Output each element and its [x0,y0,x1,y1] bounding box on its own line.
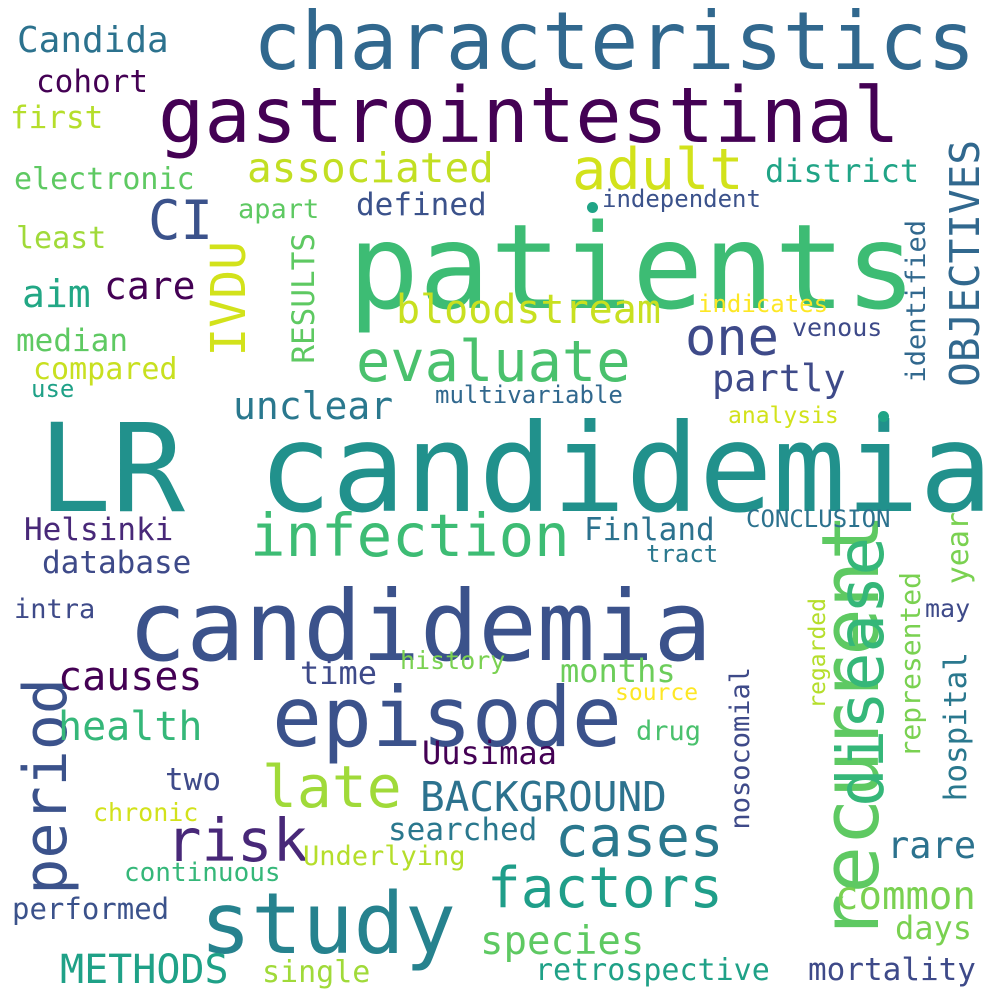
word-candidemia: candidemia [128,570,712,683]
word-evaluate: evaluate [356,329,631,395]
word-searched: searched [388,812,538,848]
word-intra: intra [14,594,96,625]
word-partly: partly [712,357,846,400]
word-nosocomial: nosocomial [725,667,756,830]
word-year: year [941,512,976,585]
word-gastrointestinal: gastrointestinal [158,72,900,161]
word-history: history [400,646,506,675]
word-cases: cases [555,805,724,870]
word-risk: risk [166,806,309,875]
word-species: species [480,919,645,964]
word-causes: causes [58,654,203,700]
word-electronic: electronic [14,162,195,197]
word-months: months [560,652,676,690]
word-late: late [262,753,402,821]
word-district: district [765,152,920,190]
word-lr-candidemia: LR candidemia [38,398,993,540]
word-care: care [104,264,196,308]
word-bloodstream: bloodstream [396,287,661,333]
word-continuous: continuous [124,858,281,888]
word-drug: drug [636,716,702,747]
word-retrospective: retrospective [535,953,770,988]
word-health: health [58,704,203,750]
word-least: least [16,221,107,256]
word-source: source [615,680,699,706]
word-defined: defined [356,187,487,223]
word-venous: venous [792,313,883,342]
word-patients: patients [348,198,917,336]
word-may: may [925,594,971,623]
word-represented: represented [894,572,927,758]
word-methods: METHODS [60,947,229,993]
word-aim: aim [22,272,91,316]
word-indicates: indicates [698,290,829,318]
word-ivdu: IVDU [201,241,257,357]
word-disease: disease [825,537,899,807]
word-time: time [300,654,378,692]
word-background: BACKGROUND [420,773,667,821]
word-study: study [200,875,456,974]
word-identified: identified [901,220,932,383]
word-factors: factors [487,856,724,921]
word-candida: Candida [17,20,169,61]
word-chronic: chronic [93,798,199,827]
word-tract: tract [646,540,719,568]
word-common: common [835,874,976,919]
word-characteristics: characteristics [253,0,976,88]
word-conclusion: CONCLUSION [746,505,891,533]
word-apart: apart [238,194,320,225]
word-use: use [31,375,75,403]
word-cohort: cohort [36,64,148,100]
dot-mark [878,411,889,422]
word-associated: associated [247,144,494,192]
word-regarded: regarded [805,598,831,709]
word-underlying: Underlying [303,841,466,872]
word-episode: episode [272,669,622,766]
word-objectives: OBJECTIVES [941,140,989,387]
word-compared: compared [33,352,178,387]
word-one: one [685,308,779,368]
word-first: first [10,100,104,136]
word-median: median [16,323,128,359]
word-rare: rare [887,824,977,867]
word-database: database [42,545,192,581]
word-results: RESULTS [286,233,322,364]
word-unclear: unclear [233,384,394,428]
word-mortality: mortality [808,952,976,988]
word-multivariable: multivariable [435,381,623,409]
word-analysis: analysis [728,403,839,429]
word-independent: independent [602,185,761,213]
word-hospital: hospital [938,652,974,802]
word-adult: adult [572,137,744,203]
word-performed: performed [12,892,170,926]
word-ci: CI [148,189,214,252]
word-infection: infection [250,501,570,570]
word-finland: Finland [584,512,715,548]
word-helsinki: Helsinki [24,512,174,548]
dot-mark [587,202,598,213]
word-two: two [165,762,221,798]
word-days: days [895,909,973,947]
word-single: single [262,955,371,990]
word-uusimaa: Uusimaa [422,734,557,772]
